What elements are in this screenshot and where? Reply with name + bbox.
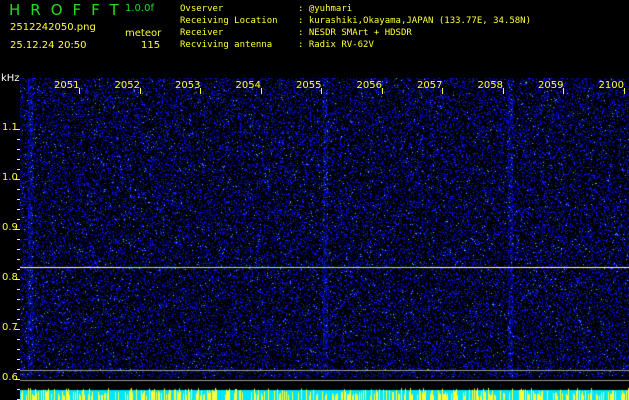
y-tick-mark — [17, 189, 20, 190]
y-tick-mark — [17, 159, 20, 160]
y-tick-mark — [15, 179, 20, 180]
x-tick-label: 2100 — [598, 80, 624, 91]
y-tick-mark — [17, 219, 20, 220]
x-tick-label: 2059 — [538, 80, 564, 91]
y-tick-label: 0.7 — [2, 322, 18, 333]
info-row: Receiving Location: kurashiki,Okayama,JA… — [180, 15, 531, 27]
y-tick-mark — [17, 199, 20, 200]
y-tick-mark — [17, 339, 20, 340]
x-tick-mark — [563, 88, 564, 94]
y-tick-mark — [17, 149, 20, 150]
y-axis-label: kHz — [1, 73, 20, 84]
y-tick-mark — [15, 379, 20, 380]
info-label: Receiver — [180, 28, 224, 38]
y-tick-mark — [17, 169, 20, 170]
x-tick-mark — [260, 88, 262, 94]
x-tick-label: 2058 — [477, 80, 503, 91]
x-tick-mark — [200, 88, 201, 94]
info-value: NESDR SMArt + HDSDR — [308, 28, 412, 38]
filename: 2512242050.png — [10, 22, 96, 33]
x-tick-mark — [442, 88, 443, 94]
y-tick-mark — [17, 269, 20, 270]
y-tick-mark — [17, 289, 20, 290]
y-tick-label: 0.6 — [2, 372, 18, 383]
datetime: 25.12.24 20:50 — [10, 40, 87, 51]
x-tick-label: 2053 — [175, 80, 201, 91]
y-tick-mark — [15, 129, 20, 130]
separator: : — [298, 28, 309, 38]
y-tick-label: 1.1 — [2, 122, 18, 133]
x-tick-mark — [139, 88, 141, 94]
x-tick-label: 2051 — [54, 80, 80, 91]
info-row: Ovserver: @yuhmari — [180, 3, 531, 15]
x-tick-mark — [321, 88, 322, 94]
y-tick-mark — [17, 359, 20, 360]
x-tick-label: 2055 — [296, 80, 322, 91]
y-tick-mark — [17, 389, 20, 390]
x-tick-label: 2057 — [417, 80, 443, 91]
y-tick-label: 1.0 — [2, 172, 18, 183]
info-label: Recviving antenna — [180, 40, 273, 50]
y-tick-mark — [15, 279, 20, 280]
info-value: Radix RV-62V — [308, 40, 374, 50]
version: 1.0.0f — [125, 3, 154, 14]
y-tick-mark — [17, 349, 20, 350]
meteor-label: meteor — [125, 28, 162, 39]
y-tick-mark — [15, 229, 20, 230]
y-tick-mark — [17, 259, 20, 260]
info-value: kurashiki,Okayama,JAPAN (133.77E, 34.58N… — [308, 16, 532, 26]
y-tick-label: 0.8 — [2, 272, 18, 283]
y-tick-mark — [15, 329, 20, 330]
y-tick-mark — [17, 319, 20, 320]
x-tick-mark — [79, 88, 80, 94]
y-tick-mark — [17, 249, 20, 250]
separator: : — [298, 16, 309, 26]
y-tick-label: 0.9 — [2, 222, 18, 233]
station-info: Ovserver: @yuhmari Receiving Location: ku… — [180, 3, 531, 51]
separator: : — [298, 40, 309, 50]
x-tick-mark — [623, 88, 625, 94]
x-tick-mark — [381, 88, 383, 94]
y-tick-mark — [17, 209, 20, 210]
y-tick-mark — [17, 239, 20, 240]
spectrogram — [20, 78, 629, 400]
info-row: Recviving antenna: Radix RV-62V — [180, 39, 531, 51]
info-label: Ovserver — [180, 4, 224, 14]
info-row: Receiver: NESDR SMArt + HDSDR — [180, 27, 531, 39]
separator: : — [298, 4, 309, 14]
y-tick-mark — [17, 309, 20, 310]
y-tick-mark — [17, 369, 20, 370]
meteor-count: 115 — [141, 40, 161, 51]
x-tick-label: 2052 — [114, 80, 140, 91]
y-tick-mark — [17, 139, 20, 140]
app-logo: HROFFT — [9, 1, 129, 19]
info-label: Receiving Location — [180, 16, 278, 26]
x-tick-label: 2056 — [356, 80, 382, 91]
x-tick-label: 2054 — [235, 80, 261, 91]
x-tick-mark — [502, 88, 504, 94]
y-tick-mark — [17, 299, 20, 300]
info-value: @yuhmari — [308, 4, 353, 14]
